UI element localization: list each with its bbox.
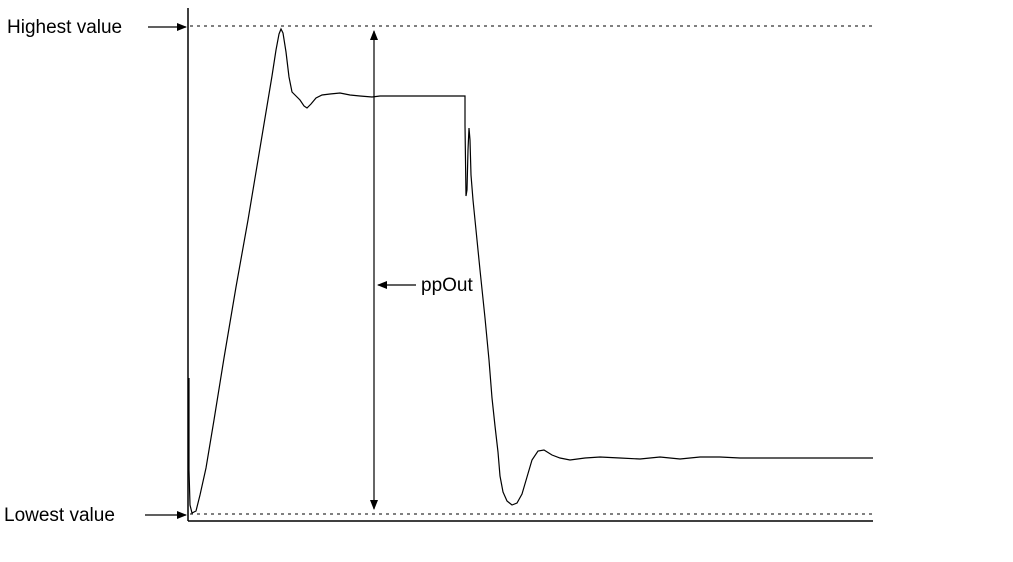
signal-curve xyxy=(188,27,873,514)
signal-label: ppOut xyxy=(421,275,473,296)
lowest-value-label: Lowest value xyxy=(4,505,115,526)
highest-value-label: Highest value xyxy=(7,17,122,38)
